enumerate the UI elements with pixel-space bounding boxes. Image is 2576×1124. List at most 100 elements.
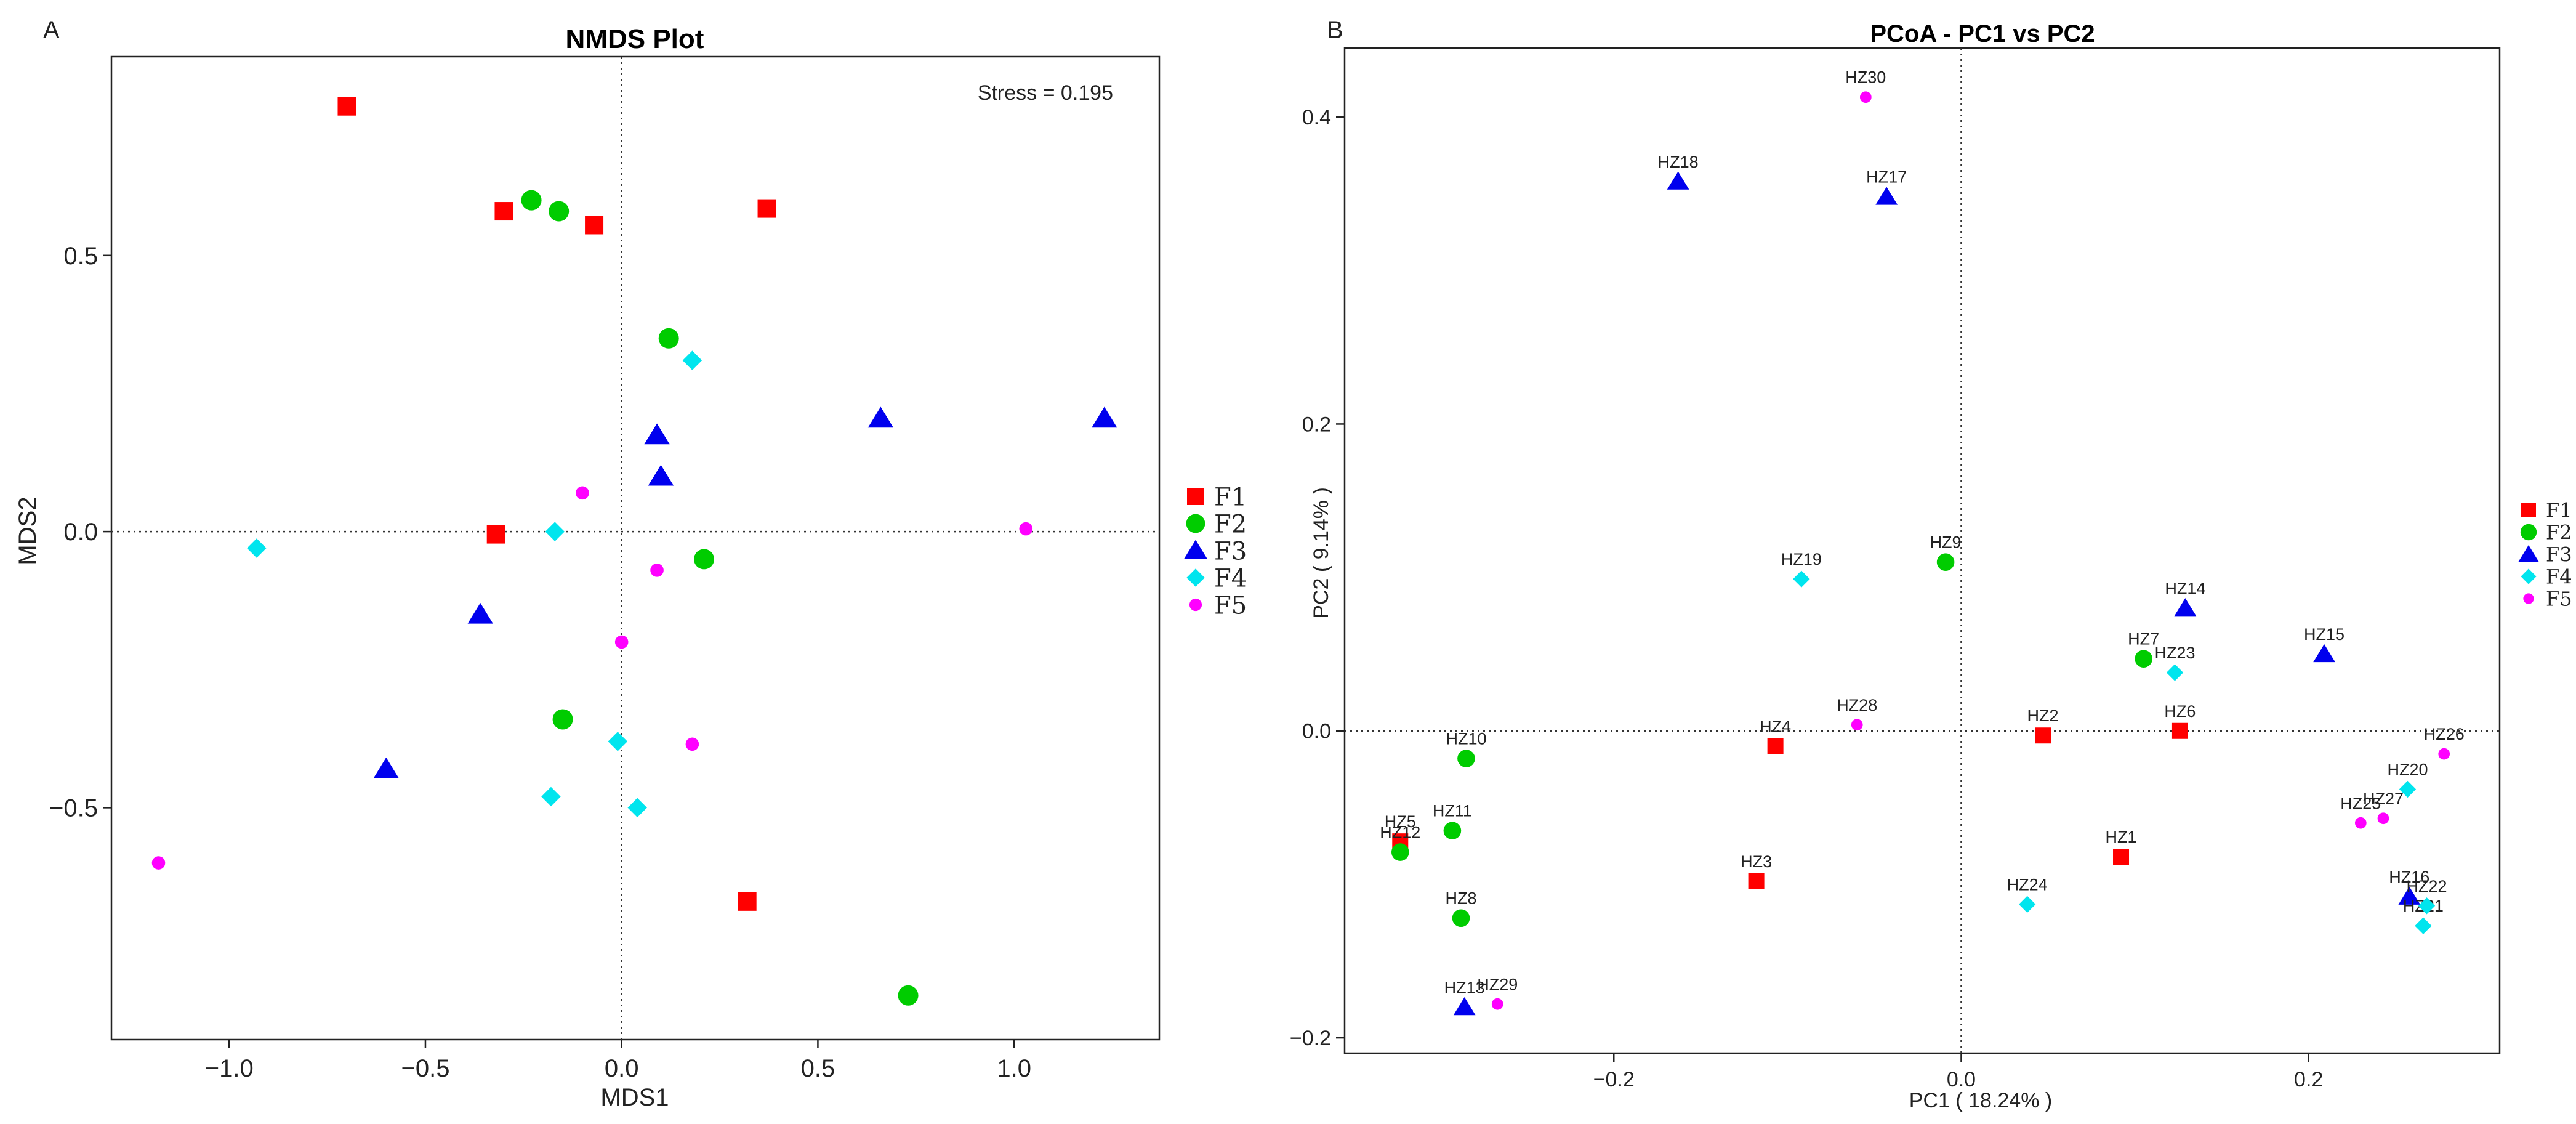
nmds-point-f5 xyxy=(576,486,589,500)
pcoa-point-f3 xyxy=(2313,644,2335,663)
pcoa-point-label: HZ27 xyxy=(2363,790,2404,808)
nmds-point-f5 xyxy=(151,856,166,870)
pcoa-point-label: HZ20 xyxy=(2387,760,2428,778)
pcoa-point-label: HZ19 xyxy=(1781,550,1822,568)
panel-letter-b: B xyxy=(1327,17,1343,44)
pcoa-point-label: HZ18 xyxy=(1658,153,1699,171)
pcoa-point-label: HZ8 xyxy=(1446,889,1477,908)
nmds-y-tick-label: 0.5 xyxy=(63,243,98,270)
pcoa-x-tick-label: 0.2 xyxy=(2294,1068,2323,1091)
nmds-y-axis-label: MDS2 xyxy=(14,496,41,565)
pcoa-point-f3 xyxy=(1875,187,1898,205)
pcoa-legend-marker-f5 xyxy=(2523,593,2534,604)
pcoa-x-axis-label: PC1 ( 18.24% ) xyxy=(1909,1089,2052,1112)
pcoa-y-axis-label: PC2 ( 9.14% ) xyxy=(1310,487,1333,619)
pcoa-point-f1 xyxy=(2035,727,2051,744)
pcoa-point-label: HZ6 xyxy=(2164,702,2196,721)
nmds-point-f1 xyxy=(337,97,356,116)
nmds-y-tick-label: −0.5 xyxy=(49,794,98,822)
pcoa-point-label: HZ14 xyxy=(2165,579,2205,597)
pcoa-legend-label-f1: F1 xyxy=(2546,499,2572,522)
pcoa-point-label: HZ24 xyxy=(2007,875,2048,894)
pcoa-point-f3 xyxy=(2398,886,2421,905)
nmds-x-tick-label: 0.5 xyxy=(801,1055,835,1082)
nmds-point-f2 xyxy=(521,190,542,211)
pcoa-point-f3 xyxy=(1453,997,1476,1016)
nmds-point-f2 xyxy=(552,709,573,730)
nmds-point-f4 xyxy=(682,350,702,370)
nmds-point-f1 xyxy=(757,199,776,218)
nmds-point-f1 xyxy=(738,892,757,911)
nmds-y-tick-label: 0.0 xyxy=(63,519,98,546)
pcoa-legend-label-f5: F5 xyxy=(2546,588,2572,611)
pcoa-point-f4 xyxy=(2166,664,2184,681)
nmds-x-axis-label: MDS1 xyxy=(600,1084,669,1111)
pcoa-point-f5 xyxy=(2377,812,2389,825)
pcoa-chart: PCoA - PC1 vs PC2 PC1 ( 18.24% ) PC2 ( 9… xyxy=(1290,20,2572,1112)
pcoa-point-f1 xyxy=(2171,722,2188,739)
nmds-plot-frame xyxy=(110,55,1161,1041)
pcoa-point-label: HZ16 xyxy=(2389,868,2429,886)
nmds-legend-label-f2: F2 xyxy=(1214,510,1247,538)
pcoa-y-tick-label: 0.0 xyxy=(1302,720,1331,743)
pcoa-y-tick-label: −0.2 xyxy=(1290,1027,1331,1050)
nmds-legend-marker-f4 xyxy=(1186,568,1205,587)
pcoa-point-label: HZ4 xyxy=(1760,718,1791,736)
pcoa-point-label: HZ5 xyxy=(1385,812,1416,831)
pcoa-legend-marker-f2 xyxy=(2520,524,2537,541)
pcoa-point-label: HZ7 xyxy=(2128,630,2159,649)
nmds-legend-marker-f2 xyxy=(1186,514,1205,533)
nmds-point-f2 xyxy=(898,985,919,1006)
nmds-legend-label-f3: F3 xyxy=(1214,537,1247,565)
pcoa-point-f5 xyxy=(1851,719,1863,731)
pcoa-point-label: HZ25 xyxy=(2340,794,2381,812)
pcoa-point-label: HZ22 xyxy=(2407,877,2447,896)
nmds-point-f2 xyxy=(658,328,679,349)
nmds-x-tick-label: −1.0 xyxy=(205,1055,254,1082)
pcoa-legend-marker-f4 xyxy=(2521,568,2537,584)
pcoa-point-f2 xyxy=(1443,822,1462,840)
pcoa-point-f2 xyxy=(1457,750,1475,767)
pcoa-legend-marker-f3 xyxy=(2518,545,2539,562)
nmds-point-f5 xyxy=(685,737,699,751)
pcoa-point-f4 xyxy=(2399,780,2417,798)
pcoa-point-label: HZ28 xyxy=(1837,696,1877,714)
nmds-plot-area: −1.0 −0.5 0.0 0.5 1.0 −0.5 0.0 0.5 xyxy=(49,55,1161,1082)
pcoa-point-f2 xyxy=(1452,909,1470,928)
pcoa-point-f4 xyxy=(2415,917,2432,934)
nmds-legend-marker-f1 xyxy=(1187,488,1204,505)
pcoa-point-f4 xyxy=(2019,896,2036,913)
pcoa-point-f2 xyxy=(1391,843,1409,861)
pcoa-point-label: HZ29 xyxy=(1477,975,1518,993)
pcoa-point-f1 xyxy=(1748,873,1765,889)
nmds-point-f3 xyxy=(644,423,670,445)
nmds-point-f1 xyxy=(585,216,604,235)
pcoa-point-label: HZ2 xyxy=(2027,706,2059,725)
pcoa-point-label: HZ3 xyxy=(1741,852,1772,871)
pcoa-point-label: HZ30 xyxy=(1845,68,1886,87)
pcoa-legend-marker-f1 xyxy=(2521,503,2536,517)
pcoa-point-label: HZ1 xyxy=(2106,828,2137,846)
nmds-legend-label-f5: F5 xyxy=(1214,591,1247,620)
pcoa-plot-frame xyxy=(1343,47,2501,1054)
pcoa-plot-area: −0.2 0.0 0.2−0.20.00.20.4HZ1HZ2HZ3HZ4HZ5HZ… xyxy=(1290,47,2501,1091)
pcoa-point-label: HZ23 xyxy=(2154,644,2195,662)
nmds-point-f2 xyxy=(549,201,570,222)
nmds-legend-marker-f5 xyxy=(1189,598,1202,612)
nmds-point-f4 xyxy=(608,732,628,751)
nmds-point-f4 xyxy=(247,538,267,558)
pcoa-point-label: HZ15 xyxy=(2304,625,2345,644)
nmds-point-f2 xyxy=(694,549,715,570)
nmds-x-tick-label: −0.5 xyxy=(401,1055,449,1082)
nmds-point-f5 xyxy=(650,564,664,577)
nmds-stress-annotation: Stress = 0.195 xyxy=(978,81,1113,105)
nmds-point-f4 xyxy=(541,786,561,807)
nmds-point-f3 xyxy=(1092,406,1117,428)
pcoa-x-tick-label: 0.0 xyxy=(1947,1068,1976,1091)
pcoa-point-label: HZ26 xyxy=(2424,725,2465,743)
pcoa-point-label: HZ10 xyxy=(1446,730,1486,748)
pcoa-point-f4 xyxy=(1793,570,1810,588)
